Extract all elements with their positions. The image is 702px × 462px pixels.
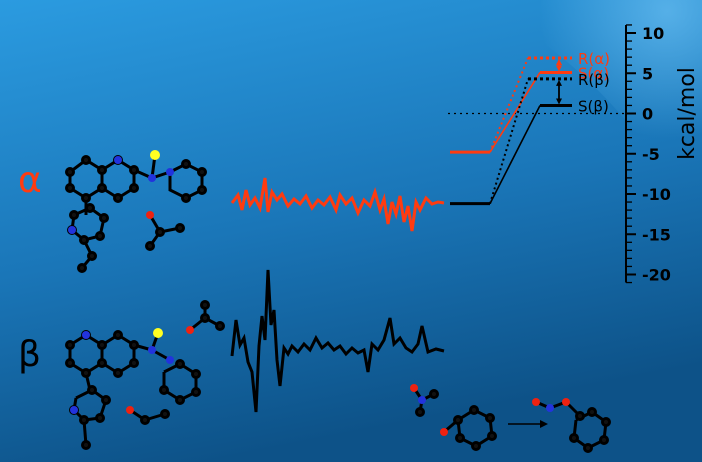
y-axis-tick-label: 0	[642, 105, 653, 124]
alpha-molecule-illustration	[65, 150, 207, 273]
alpha-arrowhead-bottom	[556, 65, 562, 72]
alpha-arrowhead-top	[556, 58, 562, 65]
alpha-transition-label: R(α)	[578, 50, 610, 68]
y-axis-tick-label: 10	[642, 24, 664, 43]
y-axis-title: kcal/mol	[675, 67, 700, 160]
y-axis-tick-label: 5	[642, 64, 653, 83]
reaction-scheme-illustration	[410, 384, 611, 453]
beta-connector	[489, 78, 529, 204]
beta-label: β	[18, 334, 41, 375]
alpha-connector	[489, 72, 541, 153]
background-arc	[470, 0, 702, 230]
beta-transition-label: S(β)	[578, 97, 609, 115]
y-axis-tick-label: -15	[642, 225, 671, 244]
energy-diagram: 10 5 0 -5 -10 -15 -20 kcal/mol R(α)S(α)R(β) S(β)	[448, 24, 700, 285]
alpha-transition-label: S(α)	[578, 64, 609, 82]
beta-arrowhead-top	[556, 79, 562, 86]
beta-molecule-illustration	[65, 300, 225, 450]
y-axis-tick-label: -10	[642, 185, 671, 204]
beta-connector	[489, 105, 541, 205]
y-axis-tick-label: -20	[642, 266, 671, 285]
y-axis-tick-label: -5	[642, 145, 660, 164]
beta-trace	[230, 269, 445, 413]
beta-arrowhead-bottom	[556, 98, 562, 105]
alpha-label: α	[18, 160, 42, 201]
alpha-trace	[230, 177, 445, 232]
alpha-connector	[489, 57, 529, 153]
beta-transition-label: R(β)	[578, 71, 610, 89]
